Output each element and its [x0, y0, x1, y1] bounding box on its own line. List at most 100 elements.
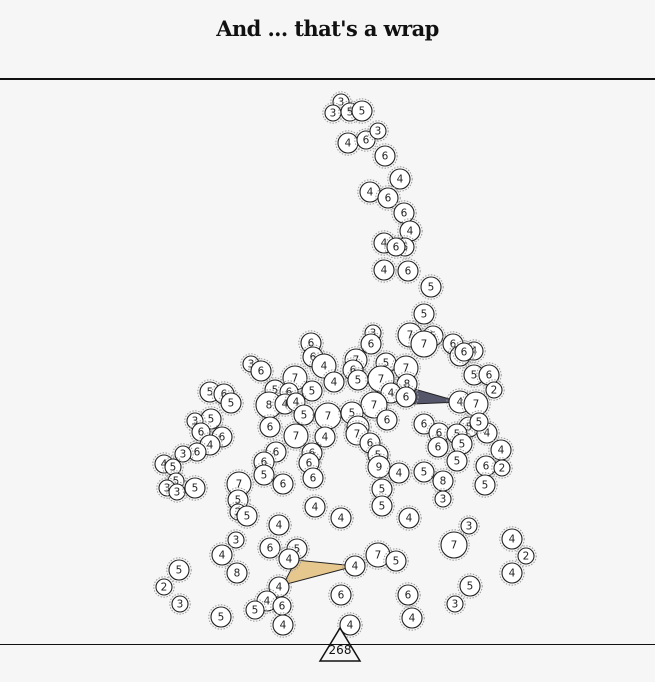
node-label: 5 [379, 501, 386, 513]
node-circle [469, 412, 489, 432]
node-label: 3 [180, 449, 187, 461]
node: 4 [342, 553, 368, 579]
node-label: 6 [273, 447, 280, 459]
node-label: 4 [280, 620, 287, 632]
node-label: 6 [367, 438, 374, 450]
node-label: 7 [378, 374, 385, 386]
node-label: 4 [293, 397, 300, 409]
node-label: 4 [484, 428, 491, 440]
node: 6 [270, 471, 296, 497]
node-label: 5 [359, 106, 366, 118]
node-circle [420, 276, 442, 298]
node-label: 5 [393, 556, 400, 568]
header-bar: And ... that's a wrap [0, 0, 655, 80]
node-label: 4 [345, 138, 352, 150]
node-layer: 3355463644664456465575764565623666476573… [152, 91, 537, 638]
node-ring [383, 548, 409, 574]
node-ring [189, 420, 213, 444]
node: 5 [467, 410, 491, 434]
node-label: 3 [330, 108, 337, 120]
node-ring [321, 369, 347, 395]
node: 3 [444, 593, 466, 615]
node-label: 5 [301, 410, 308, 422]
node-label: 7 [451, 540, 458, 552]
node-label: 9 [376, 462, 383, 474]
node-circle [459, 575, 481, 597]
node: 2 [491, 457, 513, 479]
node-ring [182, 475, 208, 501]
node-ring [438, 529, 470, 561]
node-circle [427, 436, 449, 458]
node-label: 4 [381, 238, 388, 250]
node-label: 5 [379, 484, 386, 496]
node-label: 2 [491, 385, 498, 397]
node: 4 [386, 460, 412, 486]
node-ring [483, 379, 505, 401]
node-label: 4 [286, 554, 293, 566]
node: 4 [499, 526, 525, 552]
node-label: 6 [198, 427, 205, 439]
node-label: 4 [471, 346, 478, 358]
node-label: 4 [338, 513, 345, 525]
node-label: 6 [421, 419, 428, 431]
node-label: 6 [194, 447, 201, 459]
node-circle [311, 353, 337, 379]
node-circle [397, 584, 419, 606]
node-label: 5 [383, 358, 390, 370]
node-label: 6 [450, 339, 457, 351]
node-label: 5 [208, 414, 215, 426]
node-circle [501, 562, 523, 584]
node-label: 8 [440, 476, 447, 488]
node-label: 6 [393, 242, 400, 254]
node-circle [395, 386, 417, 408]
node-circle [339, 614, 361, 636]
node: 6 [358, 331, 384, 357]
node-ring [276, 546, 302, 572]
node: 6 [185, 440, 209, 464]
node: 4 [276, 546, 302, 572]
node-label: 4 [498, 445, 505, 457]
node-ring [209, 542, 235, 568]
node-label: 8 [266, 400, 273, 412]
node-ring [387, 166, 413, 192]
node-label: 4 [282, 399, 289, 411]
node-ring [349, 98, 375, 124]
node-label: 6 [279, 601, 286, 613]
node-label: 7 [371, 400, 378, 412]
node-ring [270, 594, 294, 618]
node-circle [323, 371, 345, 393]
node-label: 5 [235, 495, 242, 507]
node-ring [312, 424, 338, 450]
node-label: 5 [228, 398, 235, 410]
node-circle [250, 360, 272, 382]
node-ring [197, 432, 223, 458]
node-ring [499, 526, 525, 552]
node: 4 [266, 512, 292, 538]
node-label: 5 [428, 282, 435, 294]
node-label: 3 [338, 97, 345, 109]
node-ring [270, 471, 296, 497]
node: 4 [335, 130, 361, 156]
node-label: 4 [161, 459, 168, 471]
node-ring [457, 573, 483, 599]
node: 4 [209, 542, 235, 568]
page-title: And ... that's a wrap [216, 16, 439, 41]
node-ring [372, 143, 398, 169]
node-circle [446, 595, 464, 613]
node: 6 [476, 362, 502, 388]
node: 4 [312, 424, 338, 450]
node-label: 3 [164, 483, 171, 495]
node-circle [293, 404, 315, 426]
node: 6 [393, 384, 419, 410]
node-circle [211, 544, 233, 566]
node: 4 [396, 505, 422, 531]
node-label: 3 [233, 535, 240, 547]
node-circle [401, 607, 423, 629]
node-circle [245, 600, 265, 620]
node: 2 [515, 545, 537, 567]
node-ring [266, 512, 292, 538]
node-circle [278, 548, 300, 570]
node-label: 4 [457, 397, 464, 409]
node-circle [283, 423, 309, 449]
